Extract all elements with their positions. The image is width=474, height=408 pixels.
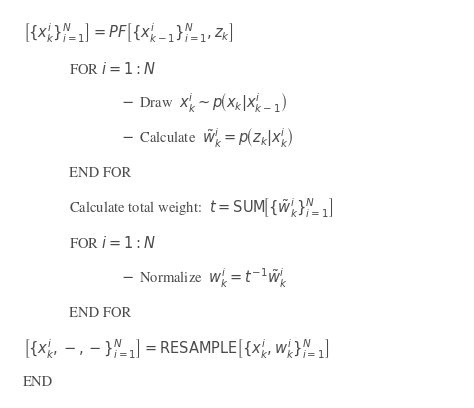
- Text: $\left[\{x_k^i, -, -\}_{i=1}^N\right] = \mathrm{RESAMPLE}\left[\{x_k^i, w_k^i\}_: $\left[\{x_k^i, -, -\}_{i=1}^N\right] = …: [23, 337, 330, 361]
- Text: Calculate total weight: $\;t = \mathrm{SUM}\!\left[\{\tilde{w}_k^i\}_{i=1}^N\rig: Calculate total weight: $\;t = \mathrm{S…: [69, 196, 333, 220]
- Text: FOR $i = 1\mathrm{:} N$: FOR $i = 1\mathrm{:} N$: [69, 235, 155, 251]
- Text: END FOR: END FOR: [69, 307, 131, 320]
- Text: $\left[\{x_k^i\}_{i=1}^N\right] = PF\left[\{x_{k-1}^i\}_{i=1}^N, z_k\right]$: $\left[\{x_k^i\}_{i=1}^N\right] = PF\lef…: [23, 22, 233, 45]
- Text: $-\,$ Normalize $\;w_k^i = t^{-1}\tilde{w}_k^i$: $-\,$ Normalize $\;w_k^i = t^{-1}\tilde{…: [121, 267, 288, 290]
- Text: $-\,$ Draw $\;x_k^i \sim p\!\left(x_k|x_{k-1}^i\right)$: $-\,$ Draw $\;x_k^i \sim p\!\left(x_k|x_…: [121, 91, 287, 115]
- Text: END: END: [23, 375, 53, 389]
- Text: $-\,$ Calculate $\;\tilde{w}_k^i = p\!\left(z_k|x_k^i\right)$: $-\,$ Calculate $\;\tilde{w}_k^i = p\!\l…: [121, 126, 293, 150]
- Text: FOR $i = 1\mathrm{:} N$: FOR $i = 1\mathrm{:} N$: [69, 61, 155, 77]
- Text: END FOR: END FOR: [69, 167, 131, 180]
